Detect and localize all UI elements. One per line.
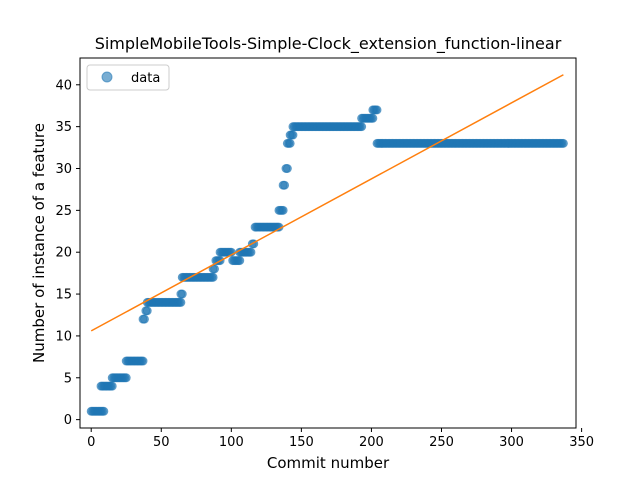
data-point bbox=[210, 264, 220, 274]
y-axis-title: Number of instance of a feature bbox=[30, 123, 48, 363]
legend-marker bbox=[101, 71, 113, 83]
data-point bbox=[285, 138, 295, 148]
data-point bbox=[142, 306, 152, 316]
data-point bbox=[208, 272, 218, 282]
data-point bbox=[177, 289, 187, 299]
y-tick-label: 10 bbox=[55, 329, 72, 344]
data-point bbox=[107, 381, 117, 391]
y-tick-label: 40 bbox=[55, 78, 72, 93]
data-point bbox=[558, 138, 568, 148]
data-point bbox=[139, 314, 149, 324]
y-tick-label: 0 bbox=[64, 413, 72, 428]
y-tick-label: 30 bbox=[55, 162, 72, 177]
data-point bbox=[121, 373, 131, 383]
data-point bbox=[282, 164, 292, 173]
legend: data bbox=[86, 64, 170, 91]
x-tick-label: 300 bbox=[499, 435, 524, 450]
data-point bbox=[357, 122, 367, 132]
x-tick-label: 50 bbox=[153, 435, 170, 450]
y-axis-ticks: 0 5 10 15 20 25 30 35 40 bbox=[55, 78, 80, 428]
data-point bbox=[246, 247, 256, 257]
fit-line-group bbox=[90, 74, 564, 332]
y-tick-label: 15 bbox=[55, 288, 72, 303]
data-point bbox=[235, 256, 245, 266]
data-point bbox=[176, 297, 186, 307]
x-tick-label: 200 bbox=[359, 435, 384, 450]
x-tick-label: 150 bbox=[289, 435, 314, 450]
legend-label: data bbox=[131, 71, 160, 86]
fit-line bbox=[90, 74, 564, 332]
y-tick-label: 35 bbox=[55, 120, 72, 135]
x-axis-ticks: 0 50 100 150 200 250 300 350 bbox=[87, 428, 594, 450]
data-point bbox=[372, 105, 382, 115]
y-tick-label: 5 bbox=[64, 371, 72, 386]
x-tick-label: 350 bbox=[569, 435, 594, 450]
data-point bbox=[99, 406, 109, 416]
x-tick-label: 0 bbox=[87, 435, 95, 450]
x-tick-label: 100 bbox=[219, 435, 244, 450]
data-point bbox=[278, 205, 288, 215]
chart-title: SimpleMobileTools-Simple-Clock_extension… bbox=[95, 34, 562, 54]
y-tick-label: 20 bbox=[55, 246, 72, 261]
x-tick-label: 250 bbox=[429, 435, 454, 450]
y-tick-label: 25 bbox=[55, 204, 72, 219]
legend-box bbox=[86, 64, 170, 91]
data-point bbox=[138, 356, 148, 366]
data-point bbox=[288, 130, 298, 140]
x-axis-title: Commit number bbox=[267, 454, 390, 472]
data-point bbox=[280, 180, 290, 190]
plot-frame bbox=[79, 57, 577, 429]
data-point bbox=[368, 113, 378, 123]
data-points bbox=[86, 105, 568, 416]
